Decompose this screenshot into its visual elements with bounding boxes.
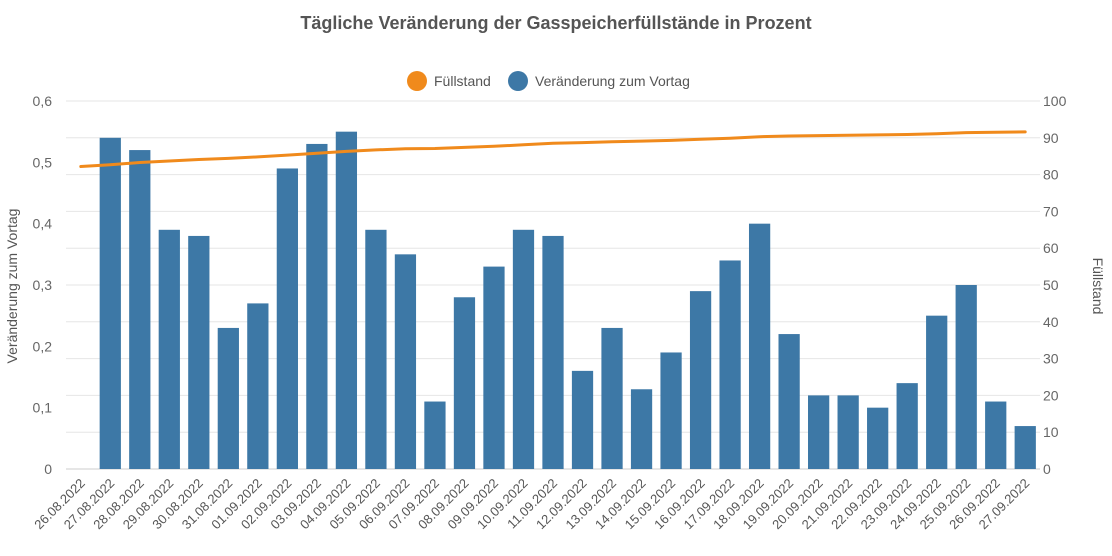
y-axis-right-title: Füllstand — [1090, 258, 1106, 315]
line-series — [79, 130, 1027, 168]
bar[interactable] — [660, 352, 682, 469]
bar[interactable] — [99, 137, 121, 470]
y-left-tick-label: 0,6 — [33, 93, 53, 109]
bar[interactable] — [276, 168, 298, 469]
bar[interactable] — [689, 291, 712, 469]
bar[interactable] — [985, 401, 1007, 469]
bar[interactable] — [896, 383, 918, 469]
legend-label-veraenderung: Veränderung zum Vortag — [535, 73, 690, 89]
y-axis-left-title: Veränderung zum Vortag — [4, 209, 20, 364]
y-right-tick-label: 40 — [1043, 314, 1059, 330]
y-axis-left-ticks: 0 0,1 0,2 0,3 0,4 0,5 0,6 — [33, 93, 53, 477]
bar-series — [99, 131, 1036, 470]
bar[interactable] — [394, 254, 417, 469]
y-left-tick-label: 0,3 — [33, 277, 53, 293]
legend-item-veraenderung[interactable]: Veränderung zum Vortag — [508, 71, 690, 91]
bar[interactable] — [926, 315, 948, 469]
bar[interactable] — [247, 303, 269, 469]
legend-item-fuellstand[interactable]: Füllstand — [407, 71, 491, 91]
bar[interactable] — [306, 143, 328, 469]
y-right-tick-label: 30 — [1043, 351, 1059, 367]
bar[interactable] — [630, 389, 653, 469]
y-right-tick-label: 80 — [1043, 167, 1059, 183]
chart-title: Tägliche Veränderung der Gasspeicherfüll… — [300, 13, 811, 33]
legend-marker-veraenderung — [508, 71, 528, 91]
legend-marker-fuellstand — [407, 71, 427, 91]
bar[interactable] — [424, 401, 446, 469]
bar[interactable] — [808, 395, 830, 469]
y-left-tick-label: 0 — [44, 461, 52, 477]
y-right-tick-label: 70 — [1043, 203, 1059, 219]
bar[interactable] — [335, 131, 358, 469]
bar[interactable] — [748, 223, 771, 469]
y-right-tick-label: 100 — [1043, 93, 1067, 109]
bar[interactable] — [542, 235, 564, 469]
y-left-tick-label: 0,5 — [33, 154, 53, 170]
y-right-tick-label: 50 — [1043, 277, 1059, 293]
y-right-tick-label: 10 — [1043, 424, 1059, 440]
bar[interactable] — [719, 260, 741, 469]
bar[interactable] — [453, 297, 476, 469]
y-left-tick-label: 0,2 — [33, 338, 53, 354]
legend[interactable]: Füllstand Veränderung zum Vortag — [407, 71, 690, 91]
bar[interactable] — [129, 150, 151, 470]
y-left-tick-label: 0,4 — [33, 216, 53, 232]
y-left-tick-label: 0,1 — [33, 400, 53, 416]
y-axis-right-ticks: 0 10 20 30 40 50 60 70 80 90 100 — [1043, 93, 1067, 477]
y-right-tick-label: 90 — [1043, 130, 1059, 146]
legend-label-fuellstand: Füllstand — [434, 73, 491, 89]
bar[interactable] — [571, 370, 594, 469]
bar[interactable] — [778, 334, 800, 469]
bar[interactable] — [837, 395, 859, 469]
bar[interactable] — [601, 327, 623, 469]
bar[interactable] — [1014, 426, 1036, 469]
bar[interactable] — [955, 285, 977, 469]
y-right-tick-label: 20 — [1043, 387, 1059, 403]
bar[interactable] — [158, 229, 180, 469]
bar[interactable] — [512, 229, 535, 469]
y-right-tick-label: 60 — [1043, 240, 1059, 256]
x-axis-ticks: 26.08.202227.08.202228.08.202229.08.2022… — [31, 476, 1032, 533]
bar[interactable] — [365, 229, 387, 469]
bar[interactable] — [867, 407, 889, 469]
fuellstand-line[interactable] — [79, 130, 1027, 168]
bar[interactable] — [188, 235, 210, 469]
bar[interactable] — [483, 266, 505, 469]
y-right-tick-label: 0 — [1043, 461, 1051, 477]
bar[interactable] — [217, 327, 239, 469]
